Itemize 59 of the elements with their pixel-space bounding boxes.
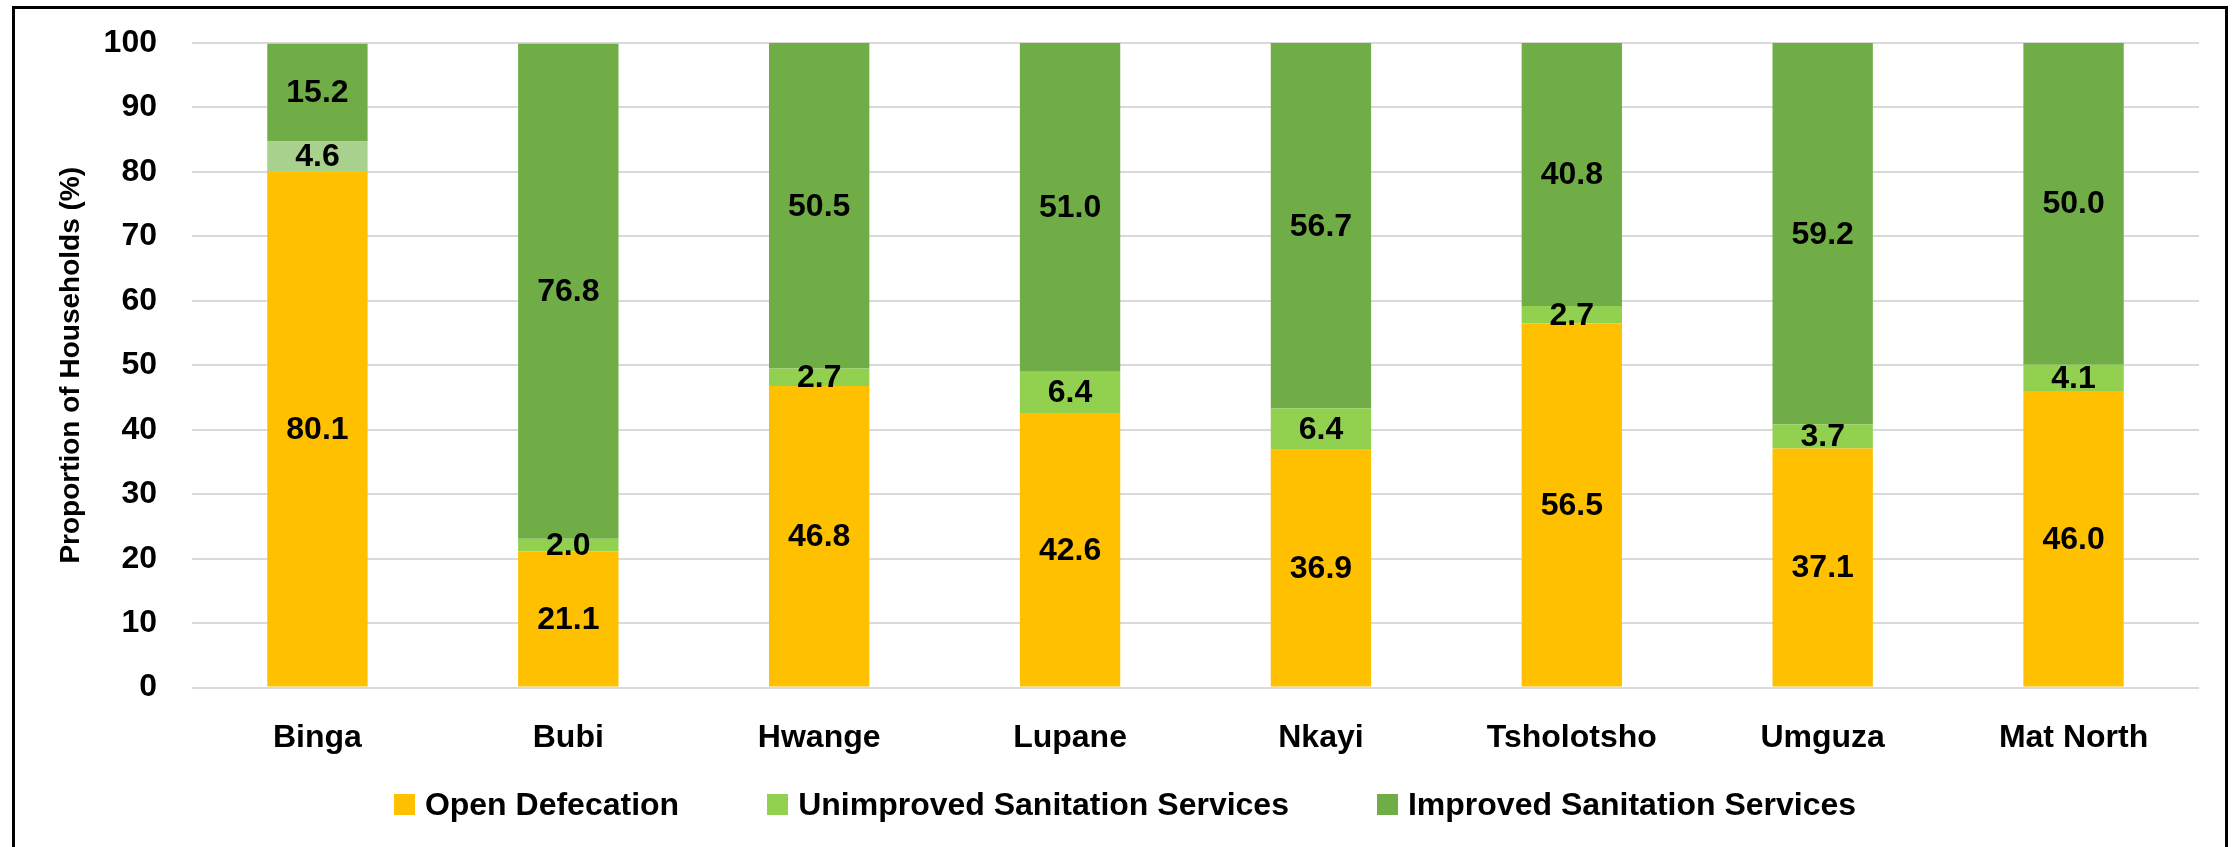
bar (2023, 391, 2124, 687)
bar (267, 43, 368, 142)
y-tick-label: 0 (139, 667, 157, 704)
data-label: 2.0 (546, 525, 591, 562)
x-tick-label: Lupane (1013, 717, 1127, 754)
bar (1019, 43, 1121, 372)
y-tick-label: 90 (121, 87, 157, 124)
bar (1772, 43, 1873, 425)
y-tick-label: 100 (103, 22, 157, 59)
y-tick-label: 70 (121, 216, 157, 253)
x-tick-label: Binga (272, 717, 363, 754)
data-label: 50.5 (788, 186, 851, 223)
data-label: 6.4 (1298, 409, 1344, 446)
x-tick-label: Nkayi (1278, 717, 1364, 754)
y-tick-label: 20 (121, 538, 157, 575)
legend-label: Unimproved Sanitation Services (798, 786, 1289, 823)
x-tick-label: Mat North (1998, 717, 2149, 754)
y-tick-label: 30 (121, 474, 157, 511)
y-tick-label: 60 (121, 280, 157, 317)
bar (1521, 323, 1622, 687)
y-tick-label: 80 (121, 151, 157, 188)
bar (1019, 413, 1121, 687)
bar (769, 385, 870, 687)
bar (2023, 43, 2124, 365)
data-label: 80.1 (286, 409, 349, 446)
legend-label: Open Defecation (424, 786, 680, 823)
x-tick-label: Umguza (1760, 717, 1886, 754)
data-label: 36.9 (1289, 549, 1353, 585)
data-label: 56.7 (1289, 206, 1353, 243)
bar (1270, 449, 1372, 687)
data-label: 50.0 (2042, 184, 2105, 221)
data-label: 3.7 (1800, 417, 1845, 454)
bar (1270, 43, 1372, 409)
bar (1772, 448, 1873, 687)
data-label: 15.2 (286, 73, 349, 110)
data-label: 46.8 (788, 517, 851, 554)
x-tick-label: Hwange (757, 717, 881, 754)
data-label: 21.1 (537, 599, 600, 636)
data-label: 40.8 (1540, 155, 1603, 192)
data-label: 56.5 (1540, 485, 1603, 522)
data-label: 46.0 (2042, 519, 2105, 556)
x-tick-label: Tsholotsho (1486, 717, 1657, 754)
y-tick-label: 40 (121, 409, 157, 446)
data-label: 51.0 (1038, 188, 1102, 225)
data-label: 6.4 (1047, 373, 1093, 410)
legend-label: Improved Sanitation Services (1407, 786, 1857, 823)
bar (267, 171, 368, 687)
y-axis-title: Proportion of Households (%) (53, 166, 85, 564)
data-label: 2.7 (1549, 295, 1595, 332)
y-tick-label: 50 (121, 345, 157, 382)
data-label: 42.6 (1038, 530, 1102, 567)
data-label: 2.7 (796, 358, 842, 395)
data-label: 37.1 (1791, 548, 1854, 585)
x-tick-label: Bubi (532, 717, 604, 754)
data-label: 4.6 (295, 137, 340, 174)
data-label: 76.8 (537, 272, 600, 308)
data-label: 4.1 (2051, 358, 2096, 395)
y-tick-label: 10 (121, 602, 157, 639)
data-label: 59.2 (1791, 214, 1854, 251)
